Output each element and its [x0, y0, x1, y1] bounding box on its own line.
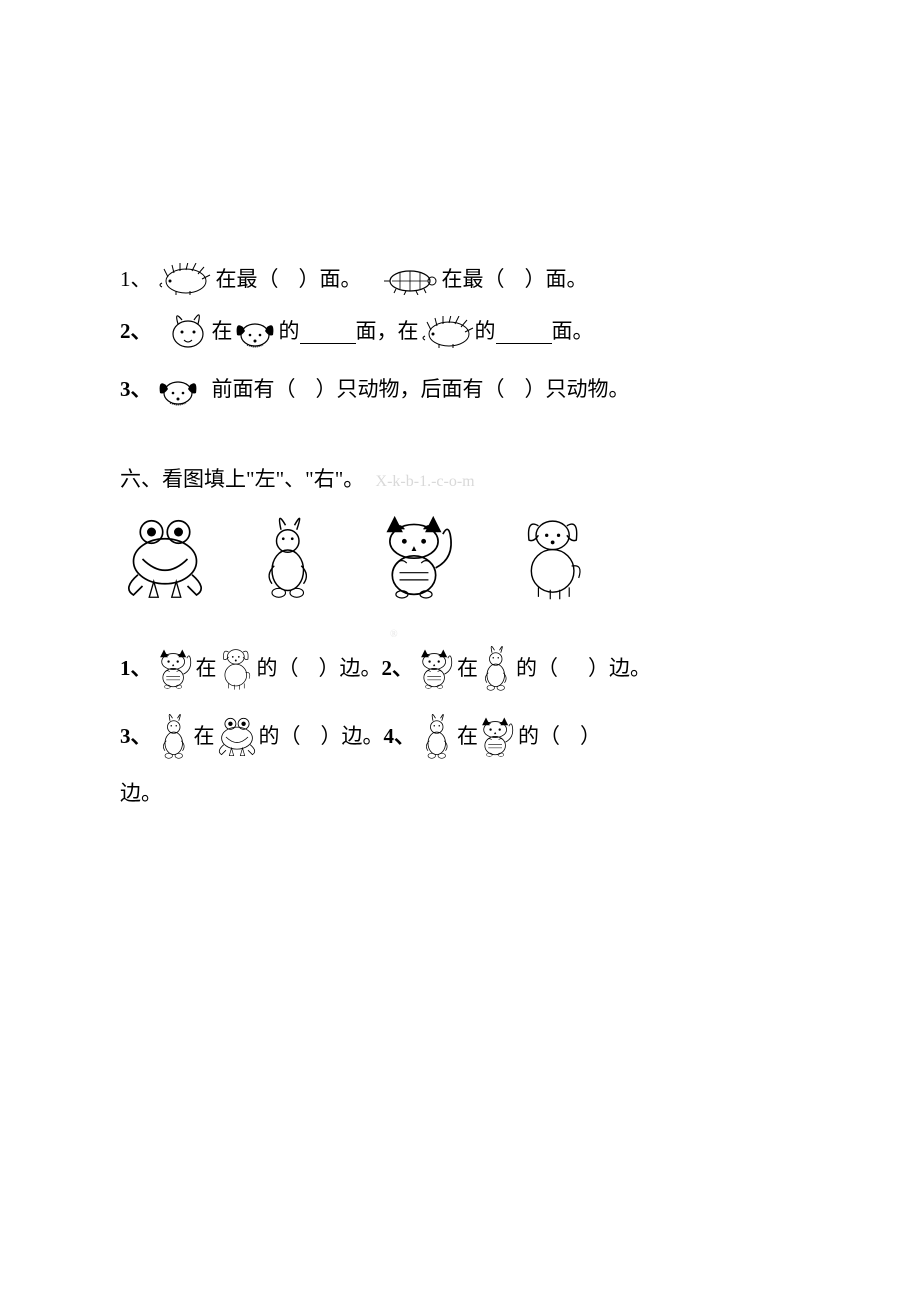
question-1: 1、 在最（ ）面。 在最（ ）面。 — [120, 260, 800, 300]
cat-icon — [370, 510, 470, 604]
section-6-title: 六、看图填上"左"、"右"。 — [120, 467, 364, 491]
q1-text-b: ）面。 — [299, 260, 362, 300]
s6q1-b: 的（ — [257, 649, 299, 689]
cat-icon — [156, 645, 196, 693]
rabbit-icon — [250, 514, 330, 604]
cat-icon — [417, 645, 457, 693]
q2-text-d: 的 — [475, 312, 496, 352]
s6q3-a: 在 — [194, 717, 215, 757]
s6q2-b: 的（ — [516, 649, 558, 689]
q1-text-c: 在最（ — [442, 260, 505, 300]
s6q1-c: ）边。 — [319, 649, 382, 689]
puppy-icon — [510, 514, 600, 604]
section-6-heading: 六、看图填上"左"、"右"。 X-k-b-1.-c-o-m — [120, 460, 800, 500]
rabbit-head-icon — [168, 314, 212, 350]
dog-head-icon — [156, 373, 204, 407]
s6-line-2: 3、 在 的（ ）边。 4、 在 的（ ） — [120, 712, 800, 762]
s6q4-number: 4、 — [384, 717, 416, 757]
s6q4-tail: 边。 — [120, 774, 162, 814]
animal-lineup — [120, 510, 800, 604]
s6q2-number: 2、 — [382, 649, 414, 689]
s6q4-a: 在 — [457, 717, 478, 757]
q2-text-c: 面，在 — [356, 312, 419, 352]
dog-head-icon — [233, 315, 279, 349]
q3-text-c: ）只动物。 — [525, 370, 630, 410]
q3-text-a: 前面有（ — [212, 370, 296, 410]
q2-text-e: 面。 — [552, 312, 594, 352]
q2-number: 2、 — [120, 312, 152, 352]
blank-input[interactable] — [496, 320, 552, 344]
hedgehog-icon — [156, 263, 216, 297]
rabbit-icon — [156, 712, 194, 762]
puppy-icon — [217, 646, 257, 692]
s6q3-c: ）边。 — [321, 717, 384, 757]
frog-icon — [215, 715, 259, 759]
q3-text-b: ）只动物，后面有（ — [316, 370, 505, 410]
tiny-watermark: ® — [390, 625, 398, 644]
s6-line-1: 1、 在 的（ ）边。 2、 在 的（ ）边。 — [120, 644, 800, 694]
s6q3-b: 的（ — [259, 717, 301, 757]
frog-icon — [120, 514, 210, 604]
s6q3-number: 3、 — [120, 717, 152, 757]
q2-text-a: 在 — [212, 312, 233, 352]
cat-icon — [478, 713, 518, 761]
turtle-icon — [382, 265, 442, 295]
rabbit-icon — [419, 712, 457, 762]
s6q4-b: 的（ — [518, 717, 560, 757]
worksheet-page: 1、 在最（ ）面。 在最（ ）面。 2、 在 的 面，在 的 面。 3、 前面… — [0, 0, 920, 885]
hedgehog-icon — [419, 316, 475, 348]
q3-number: 3、 — [120, 370, 152, 410]
question-3: 3、 前面有（ ）只动物，后面有（ ）只动物。 — [120, 370, 800, 410]
s6q1-number: 1、 — [120, 649, 152, 689]
blank-input[interactable] — [300, 320, 356, 344]
s6q2-a: 在 — [457, 649, 478, 689]
q1-text-a: 在最（ — [216, 260, 279, 300]
s6q2-c: ）边。 — [588, 649, 651, 689]
watermark-text: X-k-b-1.-c-o-m — [376, 473, 475, 490]
s6q4-c: ） — [580, 717, 601, 757]
question-2: 2、 在 的 面，在 的 面。 — [120, 312, 800, 352]
q1-number: 1、 — [120, 260, 152, 300]
s6q1-a: 在 — [196, 649, 217, 689]
q2-text-b: 的 — [279, 312, 300, 352]
s6-line-3: 边。 — [120, 774, 800, 814]
q1-text-d: ）面。 — [525, 260, 588, 300]
rabbit-icon — [478, 644, 516, 694]
